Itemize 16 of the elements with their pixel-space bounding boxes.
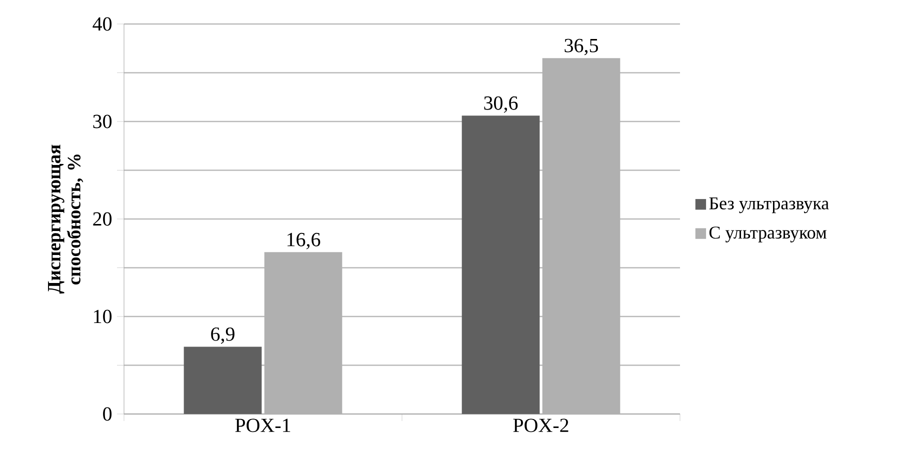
y-axis-title: Диспергирующая способность, % xyxy=(48,144,84,294)
y-tick-label: 10 xyxy=(94,310,112,324)
y-tick-label: 20 xyxy=(93,212,112,226)
data-label: 36,5 xyxy=(564,38,598,56)
x-tick-label: POX-2 xyxy=(513,418,568,432)
legend-label: С ультразвуком xyxy=(709,226,826,242)
bar xyxy=(462,116,540,414)
y-tick-label: 0 xyxy=(103,407,112,421)
y-tick-label: 30 xyxy=(93,114,112,128)
legend-label: Без ультразвука xyxy=(709,197,829,214)
data-label: 6,9 xyxy=(211,327,234,344)
data-label: 16,6 xyxy=(288,232,320,250)
data-label: 30,6 xyxy=(484,96,518,113)
y-tick-label: 40 xyxy=(92,17,112,31)
bar xyxy=(184,346,262,414)
x-tick-label: POX-1 xyxy=(235,418,290,432)
